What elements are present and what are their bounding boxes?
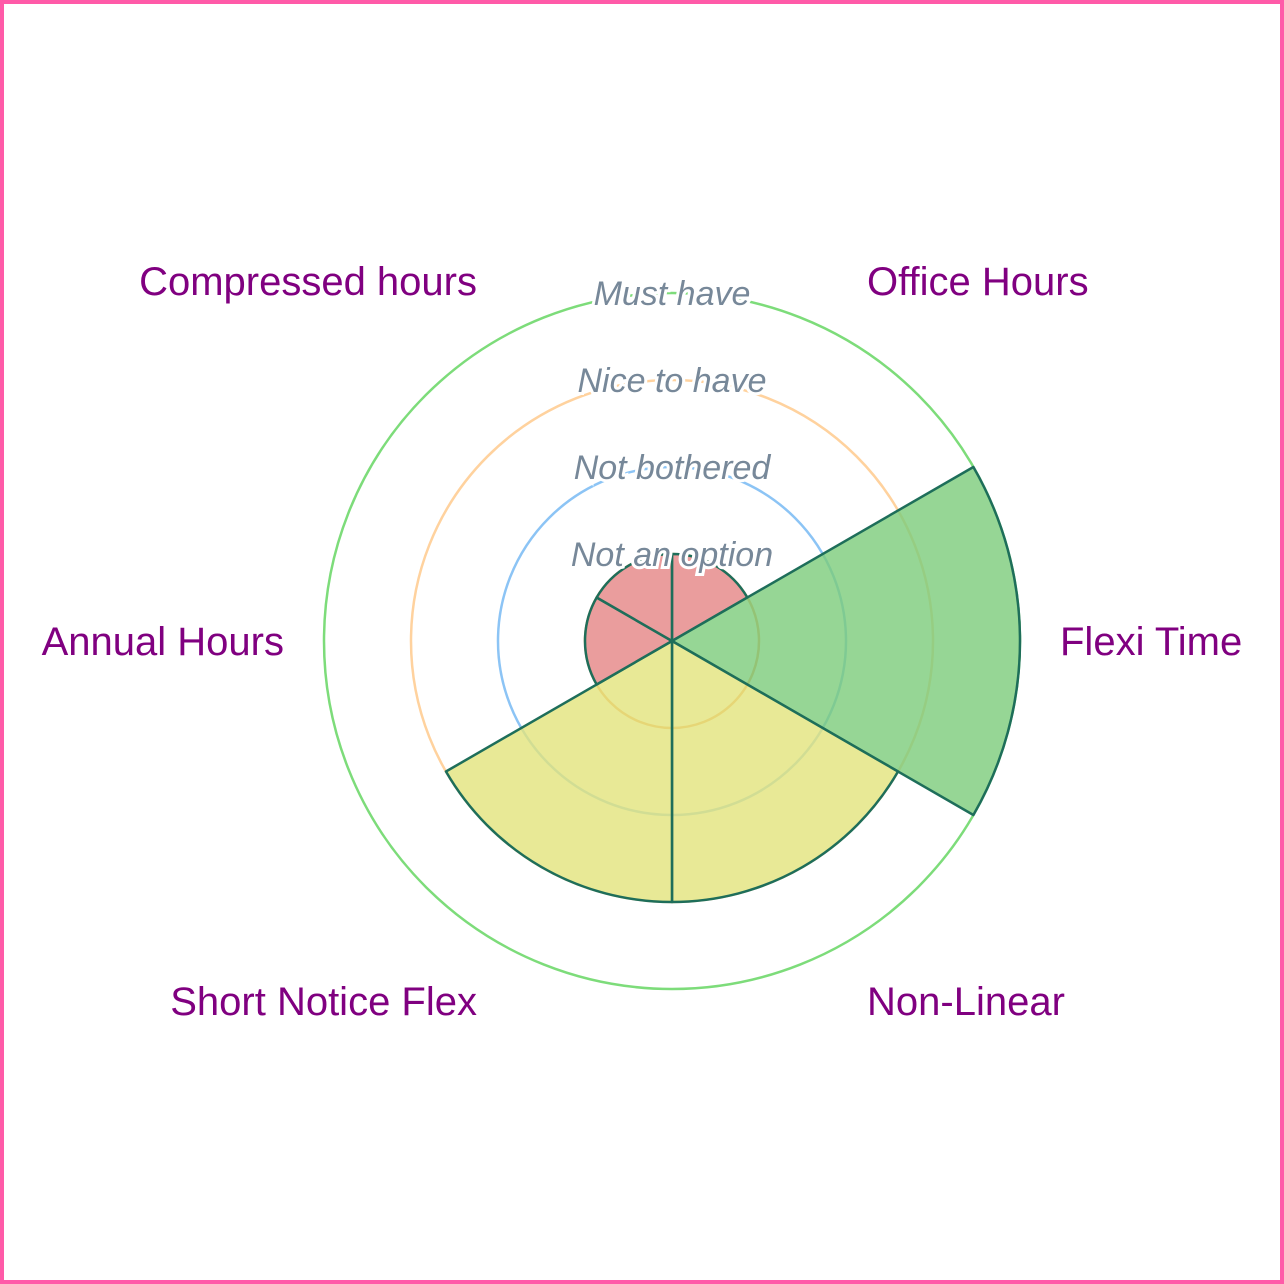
category-label-short-notice-flex: Short Notice Flex [170,980,477,1024]
sector-office-hours[interactable] [670,552,749,643]
level-labels: Not an option Not bothered Nice to have Mus… [568,272,776,577]
category-label-annual-hours: Annual Hours [42,620,284,664]
category-label-compressed-hours: Compressed hours [139,260,477,304]
level-label: Nice to have [578,362,767,400]
sector-short-notice-flex[interactable] [444,639,674,904]
level-label: Must have [594,275,751,313]
category-labels: Office Hours Flexi Time Non-Linear Short No… [42,260,1243,1024]
category-label-flexi-time: Flexi Time [1060,620,1242,664]
polar-area-chart: Not an option Not bothered Nice to have Mus… [42,260,1243,1024]
sectors [444,465,1022,904]
category-label-non-linear: Non-Linear [867,980,1065,1024]
sector-annual-hours[interactable] [583,596,674,686]
level-label: Not bothered [574,449,772,487]
sector-non-linear[interactable] [670,639,900,904]
level-label: Not an option [571,536,773,574]
sector-flexi-time[interactable] [670,465,1022,817]
sector-compressed-hours[interactable] [595,552,674,643]
category-label-office-hours: Office Hours [867,260,1089,304]
